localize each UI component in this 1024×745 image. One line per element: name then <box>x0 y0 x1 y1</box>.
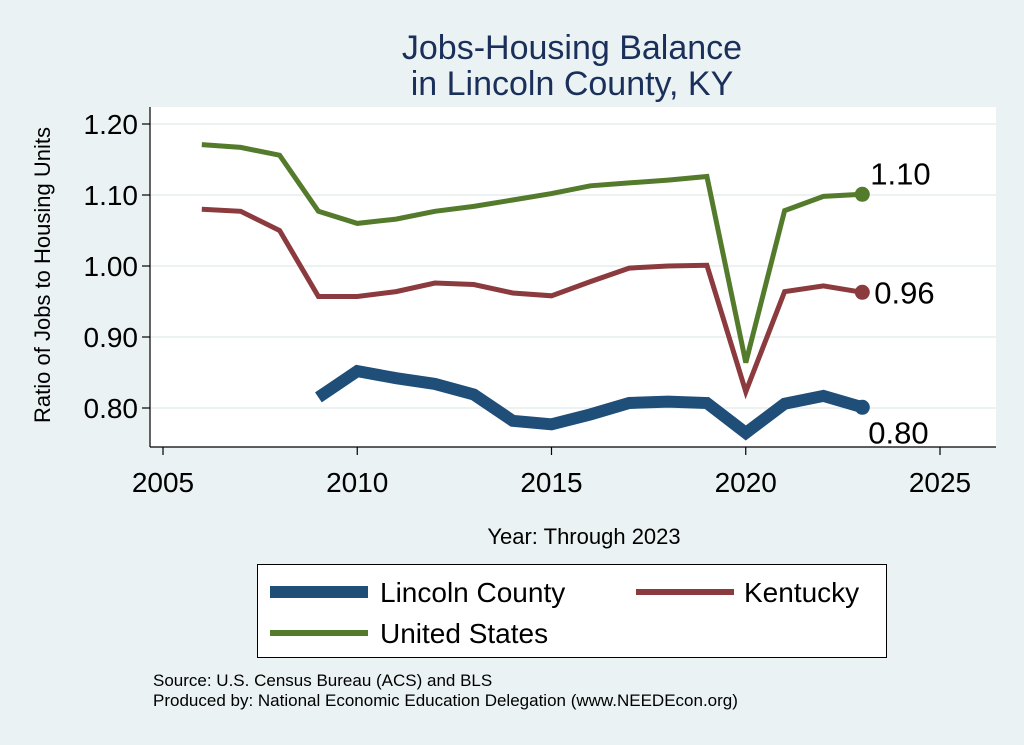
chart-title-line-2: in Lincoln County, KY <box>410 65 734 103</box>
legend-item-lincoln-county: Lincoln County <box>270 575 610 611</box>
x-axis-title: Year: Through 2023 <box>487 524 680 549</box>
end-label-united-states: 1.10 <box>870 156 930 191</box>
produced-by-note: Produced by: National Economic Education… <box>153 691 738 710</box>
x-tick-label: 2020 <box>715 467 777 498</box>
legend-label-lincoln-county: Lincoln County <box>380 577 566 608</box>
legend: Lincoln County Kentucky United States <box>257 564 887 658</box>
legend-label-united-states: United States <box>380 618 549 649</box>
series-line-united-states <box>201 142 863 364</box>
x-tick-label: 2010 <box>326 467 388 498</box>
source-note: Source: U.S. Census Bureau (ACS) and BLS <box>153 671 493 690</box>
y-tick-label: 0.90 <box>84 322 139 353</box>
chart-title-line-1: Jobs-Housing Balance <box>401 29 743 67</box>
y-tick-label: 0.80 <box>84 393 139 424</box>
x-tick-label: 2015 <box>520 467 582 498</box>
end-label-kentucky: 0.96 <box>874 275 934 310</box>
y-axis-title: Ratio of Jobs to Housing Units <box>30 127 55 423</box>
legend-swatch-kentucky <box>636 589 734 595</box>
y-tick-label: 1.10 <box>84 180 139 211</box>
end-label-lincoln-county: 0.80 <box>868 415 928 450</box>
legend-item-kentucky: Kentucky <box>636 575 876 611</box>
series-line-lincoln-county <box>315 364 864 441</box>
x-tick-label: 2025 <box>909 467 971 498</box>
end-point-lincoln-county <box>854 399 870 415</box>
legend-swatch-lincoln-county <box>270 586 368 598</box>
y-tick-label: 1.00 <box>84 251 139 282</box>
plot-area <box>150 107 996 447</box>
end-point-united-states <box>854 186 870 202</box>
series-line-kentucky <box>201 206 863 400</box>
legend-item-united-states: United States <box>270 616 610 652</box>
plot-svg: 0.80 0.90 1.00 1.10 1.20 2005 2010 2015 2020 2025… <box>30 107 996 549</box>
end-point-kentucky <box>854 284 870 300</box>
x-tick-label: 2005 <box>132 467 194 498</box>
legend-label-kentucky: Kentucky <box>744 577 860 608</box>
legend-swatch-united-states <box>270 630 368 636</box>
y-tick-label: 1.20 <box>84 109 139 140</box>
